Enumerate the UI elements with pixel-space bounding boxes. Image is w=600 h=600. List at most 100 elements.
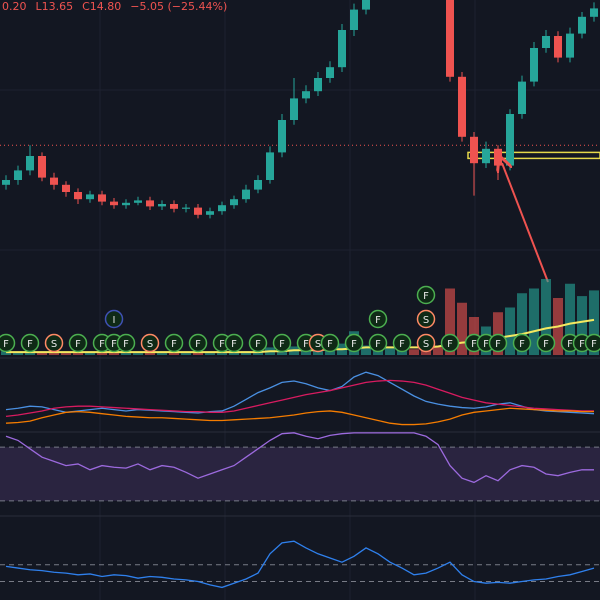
event-marker (0, 333, 16, 353)
candle-body (554, 36, 562, 58)
event-label: F (471, 339, 477, 350)
candle-body (530, 48, 538, 82)
volume-bar (133, 353, 143, 355)
event-label: F (423, 291, 429, 302)
event-label: F (219, 339, 225, 350)
event-marker (224, 333, 244, 353)
candle-body (470, 136, 478, 164)
volume-bar (145, 352, 155, 355)
candle-body (494, 148, 502, 166)
event-marker (584, 333, 600, 353)
indicator-line (5, 379, 594, 418)
candle-body (278, 120, 286, 153)
event-label: F (591, 339, 597, 350)
volume-bar (409, 349, 419, 355)
candle-body (458, 76, 466, 137)
event-label: F (195, 339, 201, 350)
event-marker (512, 333, 532, 353)
volume-bar (37, 352, 47, 355)
event-label: F (111, 339, 117, 350)
volume-bar (61, 353, 71, 355)
event-marker (188, 333, 208, 353)
candle-body (98, 194, 106, 202)
event-label: F (255, 339, 261, 350)
event-marker (416, 285, 436, 305)
event-label: F (123, 339, 129, 350)
volume-bar (217, 353, 227, 355)
candle-body (110, 201, 118, 206)
indicator-line (5, 432, 594, 484)
candle-body (506, 114, 514, 166)
volume-bar (445, 288, 455, 355)
volume-bar (361, 345, 371, 355)
volume-bar (13, 352, 23, 355)
candle-body (26, 156, 34, 171)
event-label: F (75, 339, 81, 350)
event-marker (536, 333, 556, 353)
event-label: S (423, 339, 429, 350)
event-label: F (447, 339, 453, 350)
header-text: 0.20 (2, 0, 27, 13)
volume-bar (181, 353, 191, 355)
volume-bar (73, 353, 83, 355)
event-label: F (303, 339, 309, 350)
event-marker (20, 333, 40, 353)
candle-body (62, 184, 70, 192)
indicator-line (5, 371, 595, 415)
candle-body (338, 30, 346, 68)
candle-body (38, 156, 46, 178)
event-label: F (351, 339, 357, 350)
volume-bar (517, 293, 527, 355)
event-label: I (113, 315, 116, 326)
event-label: F (519, 339, 525, 350)
event-label: F (375, 339, 381, 350)
event-marker (416, 333, 436, 353)
candle-body (578, 16, 586, 34)
candle-body (482, 148, 490, 164)
event-label: F (579, 339, 585, 350)
pane-separators (0, 357, 600, 517)
event-marker (368, 333, 388, 353)
volume-bar (229, 352, 239, 355)
event-label: F (3, 339, 9, 350)
zone (467, 151, 600, 160)
event-marker (248, 333, 268, 353)
price-pane (0, 0, 600, 219)
event-label: F (567, 339, 573, 350)
candle-body (590, 8, 598, 17)
candle-body (218, 205, 226, 212)
event-label: F (171, 339, 177, 350)
candle-body (206, 211, 214, 215)
candle-body (146, 200, 154, 207)
candle-body (302, 91, 310, 99)
header: 0.20 L13.65 C14.80 −5.05 (−25.44%) (2, 0, 227, 13)
arrow (502, 163, 549, 283)
volume-bar (493, 312, 503, 355)
candle-body (2, 180, 10, 185)
event-label: S (423, 315, 429, 326)
event-marker (416, 309, 436, 329)
volume-bar (97, 353, 107, 355)
event-marker (140, 333, 160, 353)
event-label: F (495, 339, 501, 350)
candle-body (86, 194, 94, 200)
volume-bar (109, 353, 119, 355)
volume-bar (49, 352, 59, 355)
event-label: F (99, 339, 105, 350)
event-label: S (147, 339, 153, 350)
event-label: F (543, 339, 549, 350)
event-marker (488, 333, 508, 353)
event-label: F (279, 339, 285, 350)
volume-bar (457, 302, 467, 355)
candle-body (74, 192, 82, 200)
indicator-line (5, 407, 594, 426)
event-marker (116, 333, 136, 353)
volume-bar (157, 353, 167, 355)
event-label: F (327, 339, 333, 350)
event-label: F (27, 339, 33, 350)
event-marker (68, 333, 88, 353)
event-label: S (315, 339, 321, 350)
